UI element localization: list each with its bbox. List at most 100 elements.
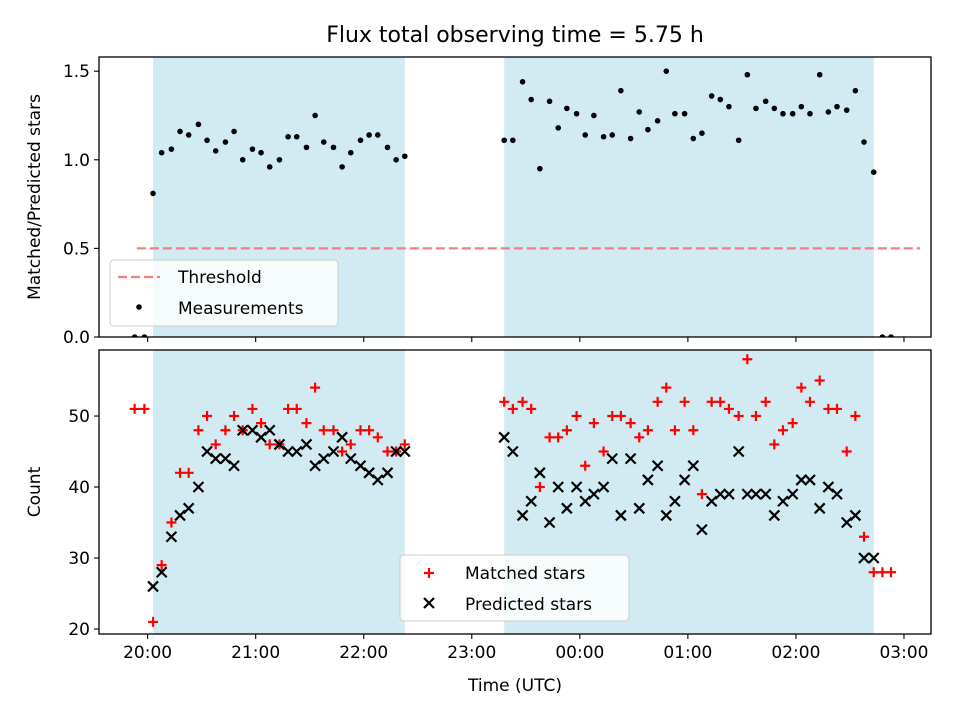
x-axis-label: Time (UTC) [467, 676, 562, 696]
data-point [769, 439, 780, 450]
data-point [507, 445, 519, 458]
data-point [654, 117, 661, 124]
ratio-panel: 0.0 0.5 1.0 1.5 Matched/Predicted stars Thres… [25, 56, 932, 348]
data-point [777, 425, 788, 436]
data-point [598, 446, 609, 457]
data-point [850, 411, 861, 422]
data-point [320, 139, 327, 145]
data-point [516, 509, 529, 522]
data-point [345, 439, 356, 450]
data-point [625, 418, 636, 429]
data-point [588, 488, 600, 500]
data-point [534, 467, 546, 479]
data-point [814, 375, 825, 386]
y-tick-label: 0.5 [63, 239, 90, 259]
data-point [688, 425, 699, 436]
x-tick-label: 02:00 [771, 643, 820, 663]
data-point [381, 467, 394, 479]
y-tick-label: 50 [68, 407, 90, 427]
data-point [750, 411, 761, 422]
legend-label: Predicted stars [465, 595, 592, 615]
data-point [804, 474, 816, 486]
data-point [501, 137, 507, 144]
series-measurements [131, 68, 894, 337]
data-point [786, 488, 799, 500]
data-point [177, 128, 183, 135]
data-point [382, 446, 393, 457]
data-point [249, 146, 256, 152]
x-tick-label: 01:00 [663, 643, 712, 663]
data-point [318, 425, 329, 436]
data-point [750, 488, 762, 500]
data-point [600, 133, 607, 140]
data-point [823, 403, 834, 414]
data-point [733, 411, 744, 422]
data-point [312, 112, 318, 119]
data-point [285, 133, 291, 140]
data-point [714, 488, 727, 500]
data-point [687, 459, 700, 472]
axes-frame [98, 349, 932, 635]
data-point [498, 431, 510, 444]
data-point [796, 382, 807, 393]
data-point [573, 110, 580, 117]
data-point [231, 128, 237, 135]
data-point [553, 432, 564, 443]
data-point [645, 126, 651, 133]
y-tick-label: 0.0 [63, 328, 90, 348]
data-point [615, 411, 626, 422]
data-point [669, 425, 680, 436]
data-point [204, 137, 210, 144]
data-point [607, 411, 618, 422]
data-point [859, 531, 870, 542]
legend-matched-swatch [424, 568, 434, 578]
axes-frame [98, 56, 932, 338]
data-point [768, 509, 781, 522]
data-point [175, 467, 186, 478]
data-point [355, 425, 366, 436]
y-tick-label: 20 [68, 620, 90, 640]
data-point [193, 425, 204, 436]
data-point [256, 418, 267, 429]
legend: Threshold Measurements [109, 259, 339, 327]
data-point [182, 502, 195, 515]
y-axis-label: Count [25, 466, 45, 517]
data-point [672, 110, 678, 117]
data-point [564, 105, 570, 112]
data-point [663, 68, 670, 74]
data-point [300, 438, 313, 451]
y-tick-label: 40 [68, 478, 90, 498]
data-point [831, 488, 843, 500]
data-point [347, 149, 354, 156]
data-point [526, 403, 537, 414]
data-point [258, 149, 264, 156]
legend-box [109, 259, 339, 327]
data-point [499, 396, 510, 407]
data-point [690, 135, 697, 142]
data-point [679, 396, 690, 407]
data-point [366, 132, 372, 138]
data-point [742, 354, 753, 365]
y-axis-label: Matched/Predicted stars [25, 94, 45, 300]
data-point [209, 452, 222, 465]
data-point [715, 396, 726, 407]
data-point [552, 481, 564, 493]
data-point [651, 459, 664, 472]
data-point [328, 425, 339, 436]
data-point [401, 153, 408, 160]
data-point [606, 452, 619, 465]
data-point [561, 502, 573, 515]
data-point [158, 149, 165, 156]
data-point [372, 432, 383, 443]
data-point [627, 135, 634, 142]
data-point [374, 132, 381, 138]
data-point [222, 139, 229, 145]
y-tick-label: 30 [68, 549, 90, 569]
data-point [301, 418, 312, 429]
data-point [220, 425, 231, 436]
legend-label: Measurements [178, 299, 304, 319]
data-point [886, 567, 897, 578]
data-point [399, 439, 410, 450]
data-point [327, 445, 340, 458]
data-point [150, 190, 156, 197]
